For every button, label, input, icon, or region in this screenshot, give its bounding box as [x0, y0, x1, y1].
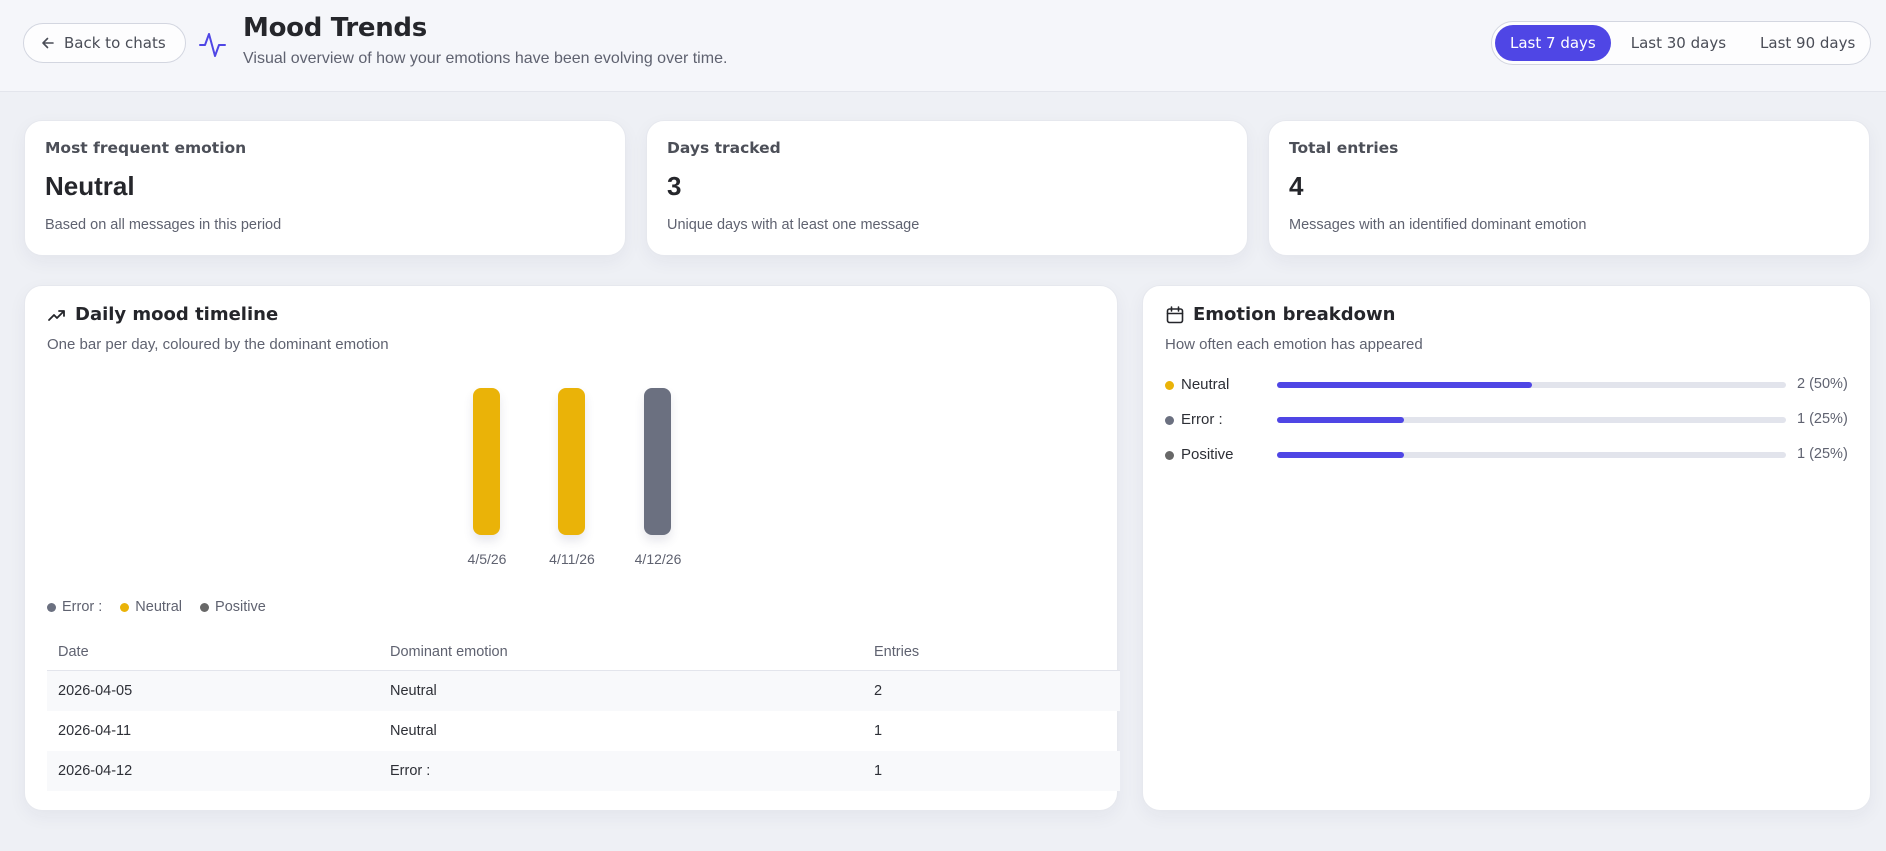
legend-dot-icon — [47, 602, 56, 612]
breakdown-title: Emotion breakdown — [1165, 304, 1395, 325]
range-last-7-days[interactable]: Last 7 days — [1495, 25, 1611, 61]
table-row: 2026-04-12 Error : 1 — [47, 751, 1120, 791]
timeline-table: Date Dominant emotion Entries 2026-04-05… — [47, 633, 1120, 791]
page-header: Back to chats Mood Trends Visual overvie… — [0, 0, 1886, 92]
date-range-selector: Last 7 days Last 30 days Last 90 days — [1491, 21, 1871, 65]
progress-fill — [1277, 452, 1405, 458]
table-row: 2026-04-05 Neutral 2 — [47, 671, 1120, 711]
emotion-label: Neutral — [1181, 376, 1230, 393]
emotion-count: 1 (25%) — [1797, 411, 1848, 427]
column-header-dominant-emotion: Dominant emotion — [390, 643, 508, 660]
range-last-90-days[interactable]: Last 90 days — [1760, 34, 1856, 52]
progress-track — [1277, 452, 1786, 458]
breakdown-row-positive: Positive 1 (25%) — [1143, 443, 1870, 467]
cell-date: 2026-04-11 — [58, 723, 132, 739]
legend-item-neutral: Neutral — [120, 599, 182, 615]
cell-entries: 2 — [874, 683, 883, 699]
progress-fill — [1277, 382, 1532, 388]
pulse-activity-icon — [199, 33, 226, 57]
progress-fill — [1277, 417, 1405, 423]
bar-date-label: 4/11/26 — [549, 551, 595, 567]
cell-emotion: Neutral — [390, 723, 437, 739]
emotion-count: 2 (50%) — [1797, 376, 1848, 392]
legend-label: Neutral — [135, 599, 183, 615]
stat-card-most-frequent-emotion: Most frequent emotion Neutral Based on a… — [24, 120, 626, 256]
range-last-30-days[interactable]: Last 30 days — [1630, 34, 1727, 52]
timeline-legend: Error : Neutral Positive — [47, 599, 266, 615]
stat-value: Neutral — [45, 171, 135, 201]
emotion-dot-icon — [1165, 416, 1174, 425]
breakdown-row-neutral: Neutral 2 (50%) — [1143, 373, 1870, 397]
cell-entries: 1 — [874, 763, 883, 779]
breakdown-title-text: Emotion breakdown — [1193, 304, 1396, 325]
stat-card-total-entries: Total entries 4 Messages with an identif… — [1268, 120, 1870, 256]
stat-label: Days tracked — [667, 139, 781, 157]
legend-dot-icon — [120, 602, 130, 612]
emotion-dot-icon — [1165, 381, 1174, 390]
breakdown-subtitle: How often each emotion has appeared — [1165, 336, 1423, 353]
timeline-title-text: Daily mood timeline — [75, 304, 279, 325]
stat-value: 3 — [667, 171, 682, 201]
column-header-date: Date — [58, 643, 89, 660]
bar-date-label: 4/12/26 — [634, 551, 682, 567]
table-header: Date Dominant emotion Entries — [47, 633, 1120, 671]
cell-date: 2026-04-12 — [58, 763, 133, 779]
stat-note: Based on all messages in this period — [45, 217, 282, 233]
emotion-dot-icon — [1165, 451, 1174, 460]
cell-emotion: Neutral — [390, 683, 437, 699]
timeline-bar[interactable] — [473, 388, 500, 535]
cell-emotion: Error : — [390, 763, 431, 779]
bar-date-label: 4/5/26 — [467, 551, 507, 567]
legend-dot-icon — [200, 602, 210, 612]
column-header-entries: Entries — [874, 643, 920, 660]
cell-date: 2026-04-05 — [58, 683, 133, 699]
back-to-chats-button[interactable]: Back to chats — [23, 23, 186, 63]
timeline-subtitle: One bar per day, coloured by the dominan… — [47, 336, 389, 353]
progress-track — [1277, 417, 1786, 423]
emotion-label: Positive — [1181, 446, 1234, 463]
cell-entries: 1 — [874, 723, 883, 739]
progress-track — [1277, 382, 1786, 388]
stat-label: Total entries — [1289, 139, 1399, 157]
stat-card-days-tracked: Days tracked 3 Unique days with at least… — [646, 120, 1248, 256]
table-row: 2026-04-11 Neutral 1 — [47, 711, 1120, 751]
timeline-bar[interactable] — [558, 388, 585, 535]
legend-item-positive: Positive — [200, 599, 266, 615]
daily-mood-timeline-panel: Daily mood timeline One bar per day, col… — [24, 285, 1120, 811]
timeline-bar[interactable] — [644, 388, 671, 535]
stat-label: Most frequent emotion — [45, 139, 247, 157]
legend-label: Positive — [215, 599, 266, 615]
stat-note: Unique days with at least one message — [667, 217, 920, 233]
emotion-count: 1 (25%) — [1797, 446, 1848, 462]
back-to-chats-label: Back to chats — [64, 34, 166, 52]
page-subtitle: Visual overview of how your emotions hav… — [243, 50, 728, 67]
legend-item-error: Error : — [47, 599, 102, 615]
stat-note: Messages with an identified dominant emo… — [1289, 217, 1587, 233]
legend-label: Error : — [62, 599, 103, 615]
calendar-icon — [1166, 305, 1184, 323]
timeline-title: Daily mood timeline — [47, 304, 278, 325]
emotion-breakdown-panel: Emotion breakdown How often each emotion… — [1142, 285, 1871, 811]
breakdown-row-error: Error : 1 (25%) — [1143, 408, 1870, 432]
trending-up-icon — [48, 309, 65, 321]
emotion-label: Error : — [1181, 411, 1223, 428]
page-title: Mood Trends — [243, 13, 427, 43]
stat-value: 4 — [1289, 171, 1304, 201]
arrow-left-icon — [42, 37, 54, 49]
